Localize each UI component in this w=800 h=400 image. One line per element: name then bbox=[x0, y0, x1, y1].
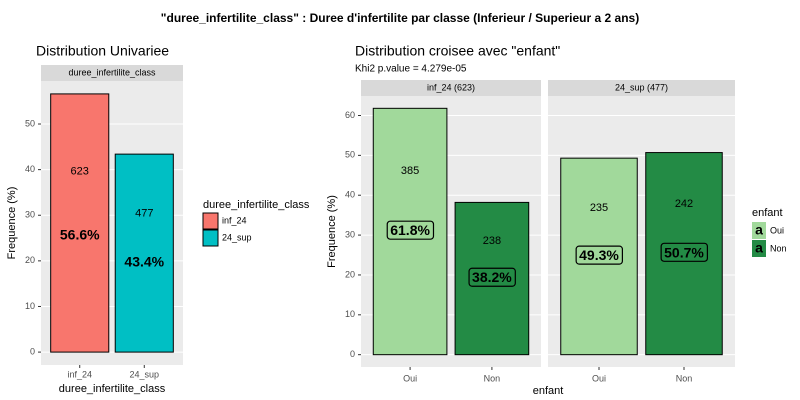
value-label: 38.2% bbox=[472, 269, 512, 285]
chart-title: Distribution croisee avec "enfant" bbox=[355, 43, 560, 59]
value-label-box bbox=[386, 220, 435, 240]
count-label: 238 bbox=[483, 235, 501, 247]
value-label: 50.7% bbox=[664, 244, 704, 260]
y-tick-label: 40 bbox=[25, 164, 35, 174]
y-tick-label: 30 bbox=[345, 229, 355, 239]
x-axis-label: enfant bbox=[533, 385, 564, 397]
y-tick-label: 10 bbox=[25, 301, 35, 311]
bar bbox=[560, 157, 638, 356]
y-tick-label: 50 bbox=[25, 118, 35, 128]
legend-title: duree_infertilite_class bbox=[203, 199, 310, 211]
value-label: 61.8% bbox=[390, 222, 430, 238]
chart-title: Distribution Univariee bbox=[36, 43, 169, 59]
legend-key-glyph: a bbox=[755, 240, 763, 256]
chart-subtitle: Khi2 p.value = 4.279e-05 bbox=[355, 64, 467, 75]
y-tick-label: 40 bbox=[345, 190, 355, 200]
x-tick-label: Non bbox=[676, 373, 693, 383]
page-title: "duree_infertilite_class" : Duree d'infe… bbox=[161, 11, 639, 25]
legend-title: enfant bbox=[752, 207, 783, 219]
x-axis-label: duree_infertilite_class bbox=[59, 383, 166, 395]
legend-label: Non bbox=[770, 243, 787, 253]
facet-label: duree_infertilite_class bbox=[68, 67, 156, 77]
y-tick-label: 60 bbox=[345, 110, 355, 120]
bar bbox=[454, 201, 530, 356]
y-tick-label: 20 bbox=[345, 269, 355, 279]
y-tick-label: 20 bbox=[25, 255, 35, 265]
count-label: 235 bbox=[590, 202, 608, 214]
bar bbox=[114, 153, 174, 353]
facet-strip bbox=[361, 80, 541, 96]
legend-key-glyph: a bbox=[755, 222, 763, 238]
count-label: 385 bbox=[401, 165, 419, 177]
y-axis-label: Frequence (%) bbox=[6, 187, 18, 260]
bar bbox=[372, 107, 448, 356]
legend-key bbox=[202, 229, 219, 247]
value-label-box bbox=[660, 242, 708, 262]
facet-label: 24_sup (477) bbox=[615, 82, 668, 92]
x-tick-label: 24_sup bbox=[130, 369, 160, 379]
facet-strip bbox=[548, 80, 735, 96]
bar bbox=[645, 152, 723, 356]
x-tick-label: inf_24 bbox=[67, 369, 92, 379]
count-label: 477 bbox=[135, 207, 153, 219]
y-axis-label: Frequence (%) bbox=[326, 195, 338, 268]
y-tick-label: 0 bbox=[30, 346, 35, 356]
bar bbox=[50, 93, 110, 353]
facet-label: inf_24 (623) bbox=[427, 82, 475, 92]
legend-label: 24_sup bbox=[222, 232, 252, 242]
value-label-box bbox=[575, 245, 623, 265]
value-label: 49.3% bbox=[579, 247, 619, 263]
x-tick-label: Non bbox=[484, 373, 501, 383]
value-label-box bbox=[468, 267, 516, 287]
y-tick-label: 30 bbox=[25, 210, 35, 220]
facet-strip bbox=[41, 65, 183, 81]
y-tick-label: 10 bbox=[345, 309, 355, 319]
legend-label: inf_24 bbox=[222, 215, 247, 225]
x-tick-label: Oui bbox=[592, 373, 606, 383]
legend-key bbox=[752, 222, 766, 239]
value-label: 56.6% bbox=[60, 227, 100, 243]
value-label: 43.4% bbox=[124, 254, 164, 270]
legend-key bbox=[202, 212, 219, 230]
count-label: 623 bbox=[71, 165, 89, 177]
legend-key bbox=[752, 240, 766, 257]
y-tick-label: 50 bbox=[345, 150, 355, 160]
count-label: 242 bbox=[675, 198, 693, 210]
y-tick-label: 0 bbox=[350, 349, 355, 359]
legend-label: Oui bbox=[770, 225, 784, 235]
x-tick-label: Oui bbox=[403, 373, 417, 383]
